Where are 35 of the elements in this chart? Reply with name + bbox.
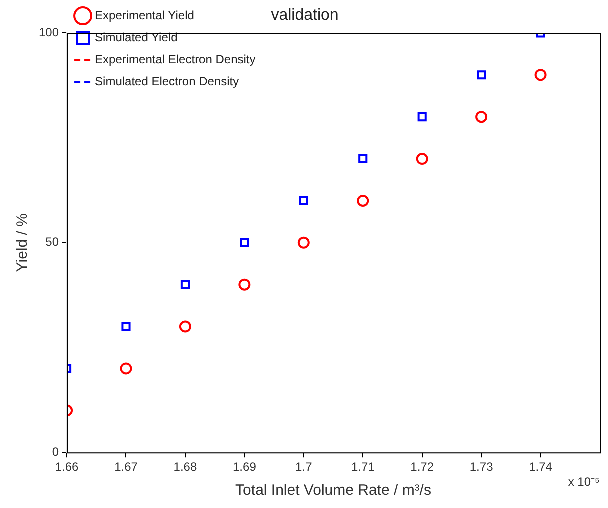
x-tick-label: 1.68 xyxy=(174,460,198,474)
point xyxy=(180,280,190,290)
y-tick-label: 50 xyxy=(46,235,60,250)
point xyxy=(416,153,428,166)
point xyxy=(238,278,251,291)
x-tick-label: 1.73 xyxy=(470,460,494,474)
x-tick-label: 1.71 xyxy=(351,460,376,474)
x-tick-label: 1.72 xyxy=(410,460,434,474)
text: x 10⁻⁵ xyxy=(568,474,600,489)
x-tick-label: 1.74 xyxy=(529,460,553,474)
point xyxy=(418,112,427,122)
y-tick-label: 0 xyxy=(52,444,60,459)
x-tick-label: 1.67 xyxy=(114,460,138,474)
chart-title: validation xyxy=(271,7,339,24)
x-tick-label: 1.7 xyxy=(296,460,313,474)
legend-label: Simulated Electron Density xyxy=(95,74,240,88)
point xyxy=(179,320,192,333)
point xyxy=(358,154,368,164)
point xyxy=(299,196,308,206)
point xyxy=(298,236,310,249)
legend-label: Simulated Yield xyxy=(95,30,178,44)
point xyxy=(122,322,131,332)
legend-label: Experimental Yield xyxy=(95,8,194,22)
point xyxy=(476,111,488,124)
legend-label: Experimental Electron Density xyxy=(95,52,256,66)
point xyxy=(120,362,132,375)
point xyxy=(534,69,547,82)
point xyxy=(357,194,370,207)
y-tick-label: 100 xyxy=(38,26,60,40)
point xyxy=(240,238,250,248)
y-axis-title: Yield / % xyxy=(14,214,32,272)
x-tick-label: 1.66 xyxy=(55,460,80,474)
x-axis-title: Total Inlet Volume Rate / m³/s xyxy=(236,482,432,500)
x-tick-label: 1.69 xyxy=(233,460,257,474)
point xyxy=(477,70,486,80)
